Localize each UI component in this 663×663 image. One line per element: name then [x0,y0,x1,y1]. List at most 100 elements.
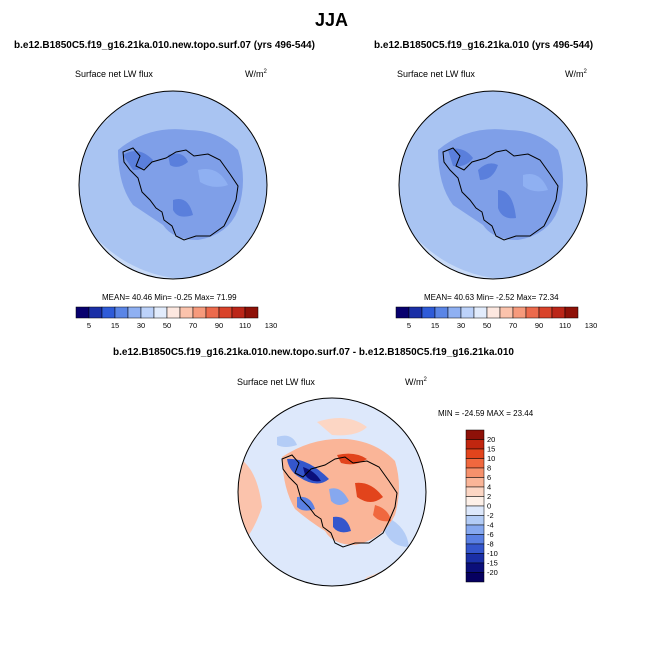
panel3-colorbar-swatch [465,477,485,488]
panel2-units-label: W/m2 [565,69,587,79]
panel1-colorbar: 5 15 30 50 70 90 110 130 [75,306,277,330]
panel2-colorbar-label: 90 [535,321,543,330]
panel2-colorbar-swatch [421,306,436,319]
panel3-colorbar-label: 4 [487,483,491,492]
panel3-coastline [281,454,398,548]
panel3-variable-label: Surface net LW flux [237,377,315,387]
panel3-colorbar-swatch [465,448,485,459]
panel2-colorbar-swatch [551,306,566,319]
panel3-units-label: W/m2 [405,377,427,387]
panel1-colorbar-label: 50 [163,321,171,330]
panel1-colorbar-label: 130 [265,321,278,330]
panel3-colorbar-label: -15 [487,559,498,568]
panel1-colorbar-label: 90 [215,321,223,330]
panel1-colorbar-swatch [205,306,220,319]
panel3-colorbar-label: -8 [487,540,494,549]
panel1-colorbar-swatch [153,306,168,319]
panel3-colorbar-label: 20 [487,435,495,444]
panel3-colorbar-label: 0 [487,502,491,511]
panel3-colorbar-swatch [465,572,485,583]
panel3-colorbar-label: -2 [487,511,494,520]
panel3-colorbar-swatch [465,553,485,564]
panel1-units-label: W/m2 [245,69,267,79]
panel3-colorbar-label: 10 [487,454,495,463]
panel1-map-border [78,90,268,280]
panel2-map-border [398,90,588,280]
panel2-polar-map [398,90,588,280]
panel2-colorbar-label: 30 [457,321,465,330]
panel1-colorbar-swatch [244,306,259,319]
panel3-polar-map [237,397,427,587]
panel3-colorbar-swatch [465,429,485,440]
panel3-case-title: b.e12.B1850C5.f19_g16.21ka.010.new.topo.… [113,347,514,358]
panel1-coastline [122,147,239,241]
panel3-stats: MIN = -24.59 MAX = 23.44 [438,409,534,418]
panel2-colorbar-label: 130 [585,321,598,330]
panel3-colorbar-swatch [465,505,485,516]
panel1-colorbar-swatch [192,306,207,319]
panel3-colorbar-swatch [465,439,485,450]
panel1-colorbar-swatch [75,306,90,319]
panel3-colorbar-swatch [465,486,485,497]
panel2-colorbar: 5 15 30 50 70 90 110 130 [395,306,597,330]
panel1-colorbar-label: 30 [137,321,145,330]
panel2-colorbar-swatch [408,306,423,319]
panel3-map-border [237,397,427,587]
panel3-colorbar-swatch [465,543,485,554]
panel3-colorbar-swatch [465,534,485,545]
panel1-case-title: b.e12.B1850C5.f19_g16.21ka.010.new.topo.… [14,40,315,51]
panel2-colorbar-swatch [473,306,488,319]
panel1-colorbar-label: 70 [189,321,197,330]
panel1-colorbar-swatch [218,306,233,319]
panel2-colorbar-label: 50 [483,321,491,330]
panel1-colorbar-swatch [88,306,103,319]
panel3-colorbar-swatch [465,515,485,526]
panel3-colorbar-label: 2 [487,492,491,501]
panel2-colorbar-swatch [538,306,553,319]
panel2-case-title: b.e12.B1850C5.f19_g16.21ka.010 (yrs 496-… [374,40,594,51]
panel2-colorbar-label: 15 [431,321,439,330]
panel2-stats: MEAN= 40.63 Min= -2.52 Max= 72.34 [424,293,559,302]
panel2-colorbar-swatch [395,306,410,319]
panel2-colorbar-swatch [447,306,462,319]
panel3-colorbar-swatch [465,458,485,469]
panel1-colorbar-swatch [101,306,116,319]
panel2-colorbar-label: 70 [509,321,517,330]
panel1-colorbar-label: 15 [111,321,119,330]
panel3-colorbar-label: -10 [487,549,498,558]
panel1-colorbar-label: 5 [87,321,91,330]
panel1-colorbar-label: 110 [239,321,251,330]
panel1-colorbar-swatch [231,306,246,319]
panel2-colorbar-swatch [499,306,514,319]
panel3-colorbar-swatch [465,467,485,478]
panel1-colorbar-swatch [179,306,194,319]
panel3-colorbar-label: -6 [487,530,494,539]
panel2-variable-label: Surface net LW flux [397,69,475,79]
panel1-colorbar-swatch [166,306,181,319]
panel2-coastline [442,147,559,241]
panel3-colorbar-label: -4 [487,521,494,530]
panel2-colorbar-swatch [486,306,501,319]
panel1-polar-map [78,90,268,280]
panel1-colorbar-swatch [114,306,129,319]
panel2-colorbar-swatch [434,306,449,319]
panel1-colorbar-swatch [140,306,155,319]
panel2-colorbar-swatch [512,306,527,319]
panel2-colorbar-swatch [564,306,579,319]
main-title: JJA [314,10,349,30]
panel3-colorbar-swatch [465,524,485,535]
panel3-colorbar-label: 15 [487,445,495,454]
panel3-colorbar-label: 6 [487,473,491,482]
panel2-colorbar-label: 5 [407,321,411,330]
panel3-colorbar-swatch [465,496,485,507]
panel1-stats: MEAN= 40.46 Min= -0.25 Max= 71.99 [102,293,237,302]
panel1-variable-label: Surface net LW flux [75,69,153,79]
panel3-colorbar-label: 8 [487,464,491,473]
panel2-colorbar-swatch [525,306,540,319]
panel2-colorbar-swatch [460,306,475,319]
panel3-colorbar-label: -20 [487,568,498,577]
panel1-colorbar-swatch [127,306,142,319]
panel2-colorbar-label: 110 [559,321,571,330]
panel3-colorbar-swatch [465,562,485,573]
